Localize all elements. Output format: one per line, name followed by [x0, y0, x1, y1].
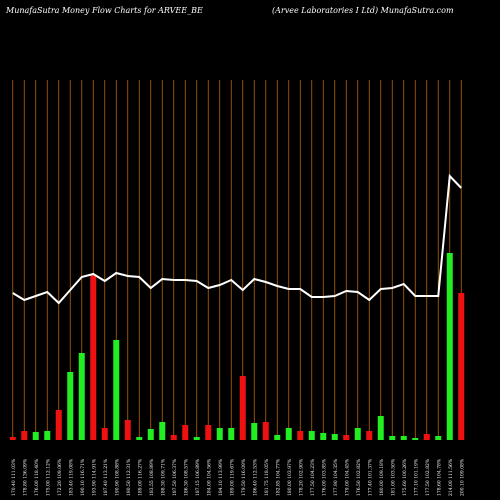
bar	[389, 436, 396, 440]
x-tick-label: 193.90 114.91%	[91, 458, 97, 496]
bar	[320, 433, 327, 440]
x-tick-label: 188.30 109.71%	[160, 458, 166, 496]
bar	[44, 431, 51, 440]
x-tick-label: 186.30 108.57%	[183, 458, 189, 496]
bar	[113, 340, 120, 440]
x-tick-label: 170.40 111.03%	[11, 458, 17, 496]
x-tick-label: 176.50 102.82%	[356, 458, 362, 496]
price-line	[12, 173, 462, 305]
x-tick-label: 172.20 109.06%	[57, 458, 63, 496]
x-tick-label: 184.00 104.56%	[206, 458, 212, 496]
x-tick-label: 181.00 103.50%	[390, 458, 396, 496]
bar	[136, 437, 143, 440]
x-tick-label: 183.55 108.89%	[149, 458, 155, 496]
x-tick-label: 181.75 118.05%	[264, 458, 270, 496]
bar	[297, 431, 304, 440]
x-tick-label: 177.40 101.37%	[367, 458, 373, 496]
x-tick-label: 189.00 116.27%	[137, 458, 143, 496]
bar	[21, 431, 28, 440]
bar	[354, 428, 361, 440]
bar	[285, 428, 292, 440]
x-tick-label: 175.60 100.26%	[402, 458, 408, 496]
bar	[377, 416, 384, 440]
bar	[446, 253, 453, 440]
x-tick-label: 184.10 113.99%	[218, 458, 224, 496]
bar	[308, 431, 315, 440]
bar	[331, 434, 338, 440]
bar	[239, 376, 246, 440]
bar	[216, 428, 223, 440]
x-tick-label: 186.40 112.53%	[252, 458, 258, 496]
x-tick-label: 187.15 106.89%	[195, 458, 201, 496]
bar	[423, 434, 430, 440]
bar	[32, 432, 39, 440]
x-tick-label: 182.85 104.77%	[275, 458, 281, 496]
bar	[366, 431, 373, 440]
bar	[159, 422, 166, 440]
bar	[343, 435, 350, 440]
x-tick-label: 179.00 104.45%	[344, 458, 350, 496]
bar	[412, 438, 419, 440]
bar	[458, 293, 465, 440]
chart-subtitle: (Arvee Laboratories I Ltd) MunafaSutra.c…	[272, 6, 454, 15]
x-tick-label: 177.50 102.82%	[425, 458, 431, 496]
x-tick-label: 176.00 118.40%	[34, 458, 40, 496]
x-tick-label: 176.00 103.85%	[321, 458, 327, 496]
bar	[251, 423, 258, 440]
bar	[170, 435, 177, 440]
x-tick-label: 178.80 136.09%	[22, 458, 28, 496]
x-tick-label: 175.00 112.12%	[45, 458, 51, 496]
x-tick-label: 183.40 119.08%	[68, 458, 74, 496]
chart-title: MunafaSutra Money Flow Charts for ARVEE_…	[5, 6, 203, 15]
x-tick-label: 187.40 113.21%	[103, 458, 109, 496]
bar	[9, 437, 16, 440]
bar	[147, 429, 154, 440]
x-tick-label: 178.20 102.90%	[298, 458, 304, 496]
bar	[274, 435, 281, 440]
x-tick-label: 187.50 106.37%	[172, 458, 178, 496]
bar	[101, 428, 108, 440]
bar	[78, 353, 85, 440]
x-tick-label: 190.90 108.88%	[114, 458, 120, 496]
bar	[435, 436, 442, 440]
bar	[262, 422, 269, 440]
bar	[90, 275, 97, 440]
x-tick-label: 189.00 119.67%	[229, 458, 235, 496]
x-tick-label: 190.50 112.31%	[126, 458, 132, 496]
bar	[193, 437, 200, 440]
x-tick-label: 190.10 116.71%	[80, 458, 86, 496]
bar	[228, 428, 235, 440]
bar	[67, 372, 74, 440]
x-tick-label: 200.10 109.08%	[459, 458, 465, 496]
bar	[182, 425, 189, 440]
x-tick-label: 178.60 104.78%	[436, 458, 442, 496]
x-tick-label: 177.50 104.23%	[310, 458, 316, 496]
bar	[205, 425, 212, 440]
bar	[124, 420, 131, 440]
x-tick-label: 214.00 111.56%	[448, 458, 454, 496]
x-tick-label: 177.10 101.19%	[413, 458, 419, 496]
x-tick-label: 177.90 104.35%	[333, 458, 339, 496]
bar	[400, 436, 407, 440]
bar	[55, 410, 62, 440]
x-tick-label: 180.00 109.18%	[379, 458, 385, 496]
x-tick-label: 179.50 116.09%	[241, 458, 247, 496]
x-tick-label: 180.00 103.97%	[287, 458, 293, 496]
